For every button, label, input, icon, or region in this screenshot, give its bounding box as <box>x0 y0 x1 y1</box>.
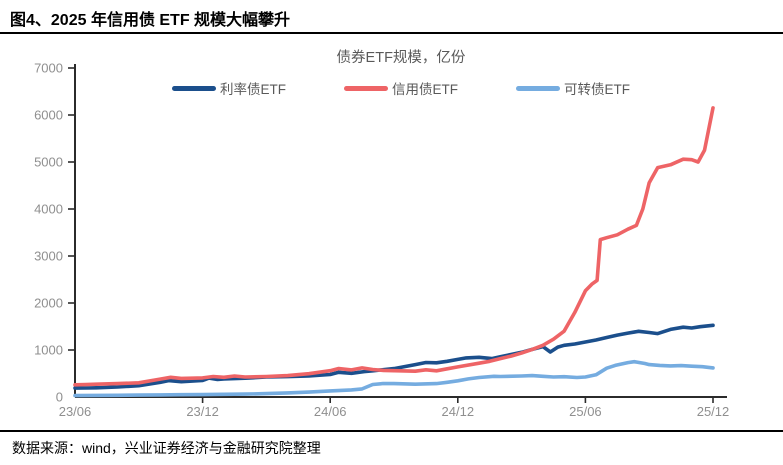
legend-item-2: 可转债ETF <box>516 78 630 98</box>
chart-title: 债券ETF规模，亿份 <box>336 50 466 66</box>
x-tick-label: 24/12 <box>442 404 475 419</box>
x-tick-label: 24/06 <box>314 404 347 419</box>
footer-divider <box>0 430 783 432</box>
chart-legend: 利率债ETF 信用债ETF 可转债ETF <box>75 78 727 98</box>
y-tick-label: 7000 <box>34 61 63 76</box>
y-tick-label: 6000 <box>34 108 63 123</box>
legend-label-0: 利率债ETF <box>220 82 286 97</box>
legend-label-2: 可转债ETF <box>564 82 630 97</box>
legend-label-1: 信用债ETF <box>392 82 458 97</box>
series-line-0 <box>73 323 715 390</box>
x-tick-label: 25/12 <box>697 404 730 419</box>
y-tick-label: 2000 <box>34 296 63 311</box>
legend-item-1: 信用债ETF <box>344 78 458 98</box>
y-tick-label: 4000 <box>34 202 63 217</box>
figure-title: 图4、2025 年信用债 ETF 规模大幅攀升 <box>10 12 291 29</box>
x-tick-label: 23/06 <box>59 404 92 419</box>
chart-plot: 0 1000 2000 3000 4000 5000 6000 7000 23/06 23/12 2… <box>34 61 730 420</box>
legend-swatch-0 <box>172 85 216 91</box>
series-line-2 <box>73 359 715 398</box>
legend-item-0: 利率债ETF <box>172 78 286 98</box>
series-line-1 <box>73 106 715 387</box>
x-tick-label: 25/06 <box>569 404 602 419</box>
title-divider <box>0 32 783 34</box>
y-tick-label: 3000 <box>34 249 63 264</box>
y-tick-label: 5000 <box>34 155 63 170</box>
y-tick-label: 0 <box>56 390 63 405</box>
y-tick-label: 1000 <box>34 343 63 358</box>
x-tick-label: 23/12 <box>186 404 219 419</box>
source-note: 数据来源：wind，兴业证券经济与金融研究院整理 <box>12 440 321 456</box>
legend-swatch-1 <box>344 85 388 91</box>
legend-swatch-2 <box>516 85 560 91</box>
